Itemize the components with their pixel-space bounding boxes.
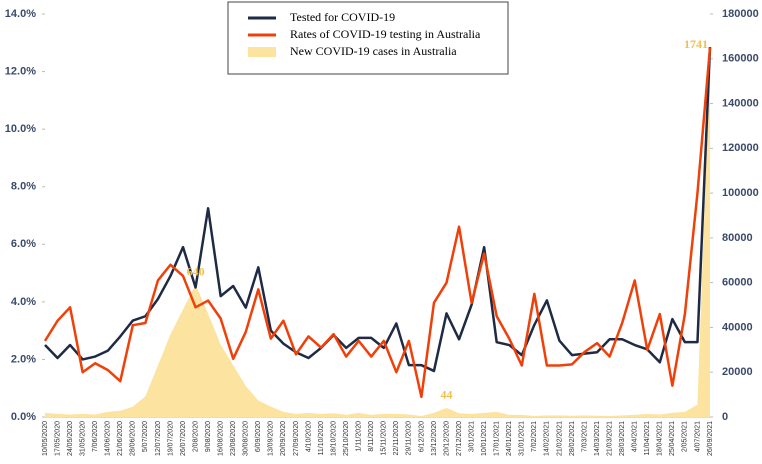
y2-tick-label: 100000 xyxy=(722,187,759,199)
x-tick-label: 24/01/2021 xyxy=(506,421,513,456)
x-tick-label: 12/07/2020 xyxy=(155,421,162,456)
y-tick-label: 14.0% xyxy=(5,8,36,20)
x-tick-label: 25/10/2020 xyxy=(343,421,350,456)
x-tick-label: 11/04/2021 xyxy=(644,421,651,456)
x-tick-label: 22/11/2020 xyxy=(393,421,400,456)
x-tick-label: 7/02/2021 xyxy=(531,421,538,452)
data-label: 1741 xyxy=(684,37,708,51)
x-tick-label: 27/09/2020 xyxy=(293,421,300,456)
x-tick-label: 14/02/2021 xyxy=(544,421,551,456)
x-tick-label: 26/09/2021 xyxy=(707,421,714,456)
x-tick-label: 2/08/2020 xyxy=(192,421,199,452)
x-tick-label: 8/11/2020 xyxy=(368,421,375,452)
x-tick-label: 31/05/2020 xyxy=(79,421,86,456)
x-tick-label: 1/11/2020 xyxy=(356,421,363,452)
x-tick-label: 28/03/2021 xyxy=(619,421,626,456)
x-tick-label: 20/09/2020 xyxy=(280,421,287,456)
x-tick-label: 14/06/2020 xyxy=(105,421,112,456)
x-tick-label: 7/03/2021 xyxy=(581,421,588,452)
legend-label: Tested for COVID-19 xyxy=(290,10,395,24)
x-tick-label: 4/07/2021 xyxy=(694,421,701,452)
x-tick-label: 31/01/2021 xyxy=(519,421,526,456)
x-tick-label: 17/05/2020 xyxy=(54,421,61,456)
x-tick-label: 10/01/2021 xyxy=(481,421,488,456)
x-tick-label: 17/01/2021 xyxy=(494,421,501,456)
y-tick-label: 4.0% xyxy=(11,296,36,308)
x-tick-label: 9/08/2020 xyxy=(205,421,212,452)
x-tick-label: 13/09/2020 xyxy=(268,421,275,456)
x-tick-label: 3/01/2021 xyxy=(468,421,475,452)
x-tick-label: 16/08/2020 xyxy=(218,421,225,456)
y-tick-label: 6.0% xyxy=(11,238,36,250)
x-tick-label: 25/04/2021 xyxy=(669,421,676,456)
x-tick-label: 18/04/2021 xyxy=(657,421,664,456)
y2-tick-label: 140000 xyxy=(722,97,759,109)
y2-tick-label: 60000 xyxy=(722,277,753,289)
x-tick-label: 28/02/2021 xyxy=(569,421,576,456)
x-tick-label: 14/03/2021 xyxy=(594,421,601,456)
legend-label: Rates of COVID-19 testing in Australia xyxy=(290,27,481,41)
x-tick-label: 24/05/2020 xyxy=(67,421,74,456)
x-tick-label: 6/12/2020 xyxy=(418,421,425,452)
x-tick-label: 10/05/2020 xyxy=(42,421,49,456)
y-tick-label: 2.0% xyxy=(11,353,36,365)
data-label: 44 xyxy=(441,388,453,402)
x-tick-label: 4/10/2020 xyxy=(305,421,312,452)
y-tick-label: 10.0% xyxy=(5,123,36,135)
legend-box xyxy=(227,1,509,75)
x-tick-label: 26/07/2020 xyxy=(180,421,187,456)
x-tick-label: 2/05/2021 xyxy=(682,421,689,452)
legend-swatch xyxy=(248,47,276,57)
line xyxy=(43,47,712,399)
x-tick-label: 30/08/2020 xyxy=(243,421,250,456)
x-tick-label: 15/11/2020 xyxy=(381,421,388,456)
x-tick-label: 19/07/2020 xyxy=(167,421,174,456)
y-tick-label: 0.0% xyxy=(11,411,36,423)
y2-tick-label: 180000 xyxy=(722,8,759,20)
data-label: 640 xyxy=(187,264,205,278)
y2-tick-label: 80000 xyxy=(722,232,753,244)
y2-tick-label: 40000 xyxy=(722,321,753,333)
x-tick-label: 5/07/2020 xyxy=(142,421,149,452)
y2-tick-label: 160000 xyxy=(722,53,759,65)
x-tick-label: 18/10/2020 xyxy=(330,421,337,456)
x-tick-label: 6/09/2020 xyxy=(255,421,262,452)
x-tick-label: 28/06/2020 xyxy=(130,421,137,456)
area xyxy=(45,57,710,418)
x-tick-label: 11/10/2020 xyxy=(318,421,325,456)
x-tick-label: 21/06/2020 xyxy=(117,421,124,456)
x-tick-label: 29/11/2020 xyxy=(406,421,413,456)
legend-label: New COVID-19 cases in Australia xyxy=(290,44,457,58)
x-tick-label: 27/12/2020 xyxy=(456,421,463,456)
x-tick-label: 13/12/2020 xyxy=(431,421,438,456)
y-tick-label: 12.0% xyxy=(5,65,36,77)
y2-tick-label: 120000 xyxy=(722,142,759,154)
x-tick-label: 23/08/2020 xyxy=(230,421,237,456)
y2-tick-label: 20000 xyxy=(722,366,753,378)
x-tick-label: 7/06/2020 xyxy=(92,421,99,452)
x-tick-label: 21/02/2021 xyxy=(556,421,563,456)
line xyxy=(44,47,712,373)
y2-tick-label: 0 xyxy=(722,411,728,423)
x-tick-label: 20/12/2020 xyxy=(443,421,450,456)
x-tick-label: 21/03/2021 xyxy=(606,421,613,456)
x-tick-label: 4/04/2021 xyxy=(632,421,639,452)
y-tick-label: 8.0% xyxy=(11,181,36,193)
